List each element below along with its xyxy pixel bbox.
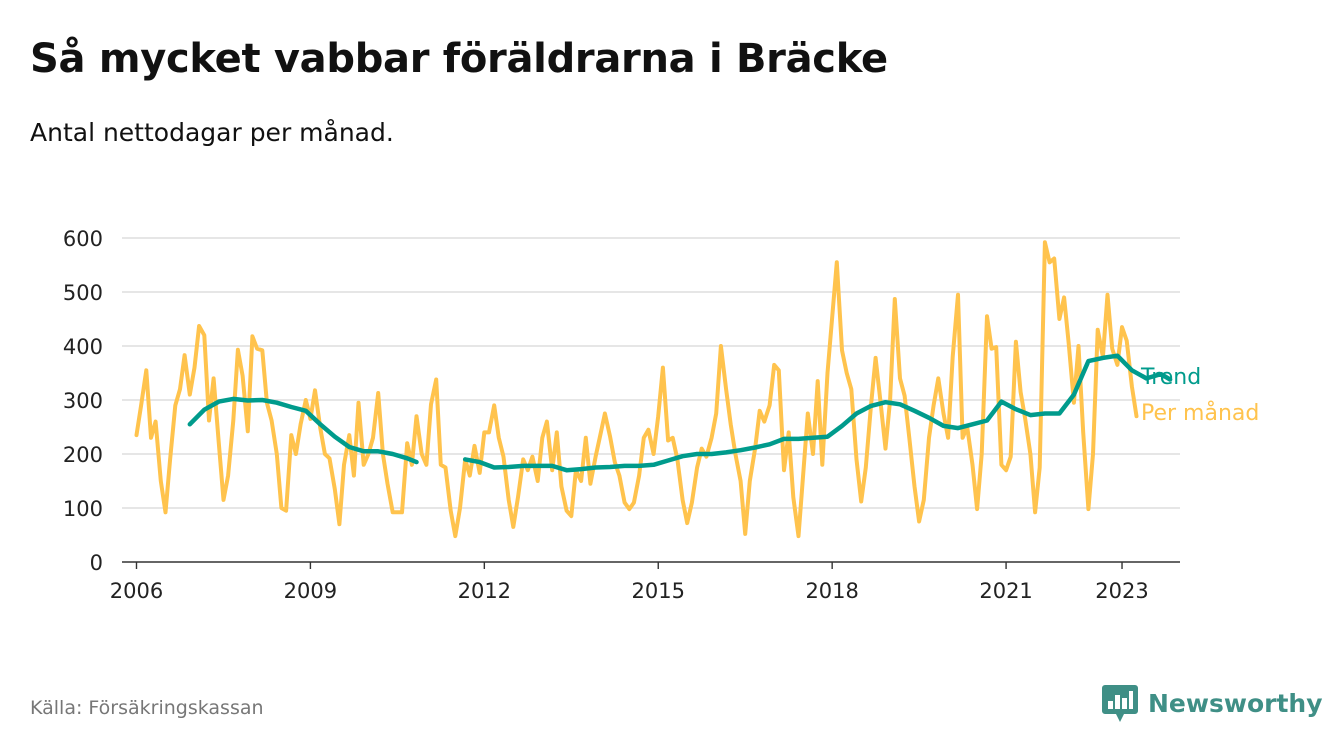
x-axis: 2006 2009 2012 2015 2018 2021 2023 [110,561,1180,603]
y-tick-label-300: 300 [63,389,103,413]
series-label-per-month: Per månad [1141,400,1259,426]
grid-lines [122,237,1180,509]
x-tick-label-2012: 2012 [458,579,511,603]
y-axis-ticks: 0 100 200 300 400 500 600 [63,227,103,575]
chart-subtitle: Antal nettodagar per månad. [30,118,394,147]
x-tick-label-2009: 2009 [284,579,337,603]
source-note: Källa: Försäkringskassan [30,697,264,719]
y-tick-label-500: 500 [63,281,103,305]
brand-name: Newsworthy [1148,688,1323,718]
series-line-trend [187,353,1173,473]
series-label-trend: Trend [1140,365,1201,390]
series-line-per-month [134,240,1139,539]
chart-title: Så mycket vabbar föräldrarna i Bräcke [30,36,888,82]
y-tick-label-0: 0 [90,551,103,575]
series-lines [134,240,1173,539]
x-tick-label-2006: 2006 [110,579,163,603]
y-tick-label-200: 200 [63,443,103,467]
bar-chart-icon [1102,685,1138,722]
x-tick-label-2018: 2018 [805,579,858,603]
y-tick-label-100: 100 [63,497,103,521]
series-labels: Trend Per månad [1140,365,1259,426]
x-tick-label-2023: 2023 [1095,579,1148,603]
x-tick-label-2015: 2015 [632,579,685,603]
brand-logo[interactable]: Newsworthy [1102,683,1323,723]
x-tick-label-2021: 2021 [979,579,1032,603]
y-tick-label-400: 400 [63,335,103,359]
y-tick-label-600: 600 [63,227,103,251]
